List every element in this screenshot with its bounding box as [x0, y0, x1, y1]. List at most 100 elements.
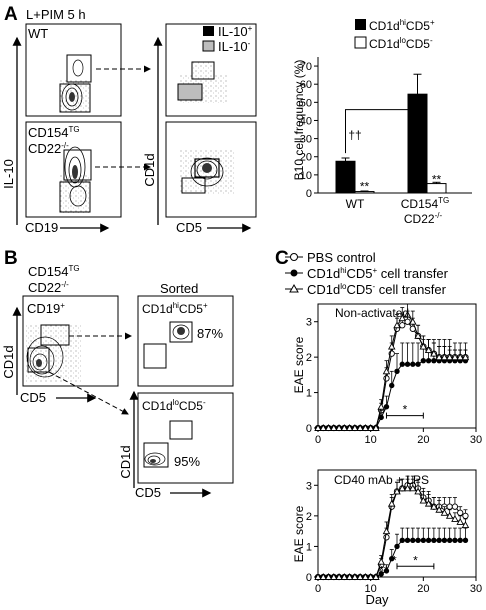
b-y-axis-label: CD1d [1, 345, 16, 378]
bar-legend-lo-swatch [354, 36, 367, 49]
point-filled-circle [410, 361, 416, 367]
point-filled-circle [457, 537, 463, 544]
x-tick-label: 20 [417, 434, 429, 446]
point-open-triangle [335, 424, 343, 431]
point-open-triangle [314, 573, 322, 580]
c-legend-lo: CD1dloCD5- cell transfer [307, 282, 447, 297]
point-open-circle [404, 318, 411, 325]
point-open-triangle [435, 505, 443, 513]
a-x-axis-label: CD19 [25, 220, 58, 235]
point-filled-circle [378, 571, 384, 577]
b-title-line1: CD154TG [28, 264, 80, 279]
y-tick-label: 3 [306, 317, 312, 329]
point-open-triangle [345, 573, 354, 580]
b-x2-axis-label: CD5 [135, 485, 161, 500]
bar-annotation-tg: ** [432, 172, 442, 186]
b-y2-axis-label: CD1d [118, 445, 133, 478]
bar-y-tick-label: 60 [300, 79, 312, 91]
legend-open-triangle-icon [289, 283, 299, 293]
point-filled-circle [383, 404, 390, 410]
point-open-triangle [409, 484, 417, 492]
point-open-triangle [366, 424, 375, 431]
point-open-circle [457, 509, 464, 516]
point-filled-circle [404, 537, 411, 544]
x-tick-label: 0 [315, 434, 321, 446]
x-tick-label: 30 [470, 583, 482, 595]
point-open-triangle [387, 499, 396, 507]
eae-top-title: Non-activated [335, 306, 409, 320]
b10-bar-chart: CD1dhiCD5+ CD1dloCD5- B10 cell frequency… [292, 18, 472, 226]
x-tick-label: 10 [365, 434, 377, 446]
point-open-triangle [351, 573, 359, 580]
point-open-triangle [393, 487, 401, 495]
b-gate-label: CD19+ [27, 301, 65, 316]
point-filled-circle [394, 368, 400, 375]
point-open-triangle [398, 484, 407, 492]
x-tick-label: 30 [470, 434, 482, 446]
point-open-triangle [456, 518, 464, 525]
legend-il10-pos-swatch [203, 26, 214, 36]
point-open-triangle [430, 349, 438, 357]
point-open-triangle [361, 424, 370, 431]
y-tick-label: 0 [306, 572, 312, 584]
point-open-triangle [387, 342, 396, 350]
point-open-circle [383, 375, 390, 382]
point-filled-circle [431, 537, 437, 544]
point-open-triangle [419, 496, 428, 504]
panel-b-letter: B [4, 248, 18, 269]
point-open-triangle [414, 487, 422, 495]
point-open-triangle [377, 557, 385, 565]
legend-open-circle-icon [290, 253, 298, 261]
point-open-triangle [356, 573, 364, 580]
point-filled-circle [462, 537, 469, 544]
sig-label: ** [379, 563, 389, 577]
point-open-circle [451, 503, 459, 510]
point-open-triangle [440, 508, 449, 516]
bar-y-tick-label: 50 [300, 97, 312, 109]
point-filled-circle [394, 543, 400, 550]
point-open-triangle [382, 527, 391, 535]
point-open-triangle [351, 424, 359, 431]
wt-dot-plot [25, 23, 122, 117]
point-open-triangle [330, 573, 338, 580]
point-filled-circle [389, 382, 395, 389]
point-filled-circle [399, 361, 405, 367]
point-open-triangle [366, 573, 375, 580]
point-open-triangle [451, 514, 459, 522]
b-sorted-label: Sorted [160, 281, 198, 296]
point-open-triangle [414, 331, 422, 339]
eae-top-ylabel: EAE score [292, 336, 306, 393]
point-open-triangle [319, 573, 328, 580]
bar [407, 93, 428, 194]
point-open-triangle [372, 424, 380, 431]
bar-y-tick-label: 70 [300, 61, 312, 73]
bar-legend-hi-swatch [355, 19, 366, 30]
bar-legend-hi: CD1dhiCD5+ [369, 18, 435, 33]
point-filled-circle [415, 537, 421, 544]
point-open-triangle [340, 573, 349, 580]
a-y-axis-label: IL-10 [1, 159, 16, 189]
point-open-triangle [393, 321, 401, 329]
bar-y-tick-label: 10 [300, 170, 312, 182]
wt-cd1d-plot [165, 23, 257, 117]
c-legend: PBS control CD1dhiCD5+ cell transfer CD1… [285, 250, 449, 297]
c-legend-hi: CD1dhiCD5+ cell transfer [307, 266, 449, 281]
legend-il10-neg-swatch [202, 40, 215, 52]
point-filled-circle [425, 357, 432, 364]
point-open-triangle [335, 573, 343, 580]
point-open-triangle [403, 310, 412, 318]
point-filled-circle [410, 537, 416, 544]
bar-y-tick-label: 20 [300, 152, 312, 164]
b-lo-pct: 95% [174, 454, 200, 469]
bar-legend-lo: CD1dloCD5- [369, 36, 433, 51]
b-title-line2: CD22-/- [28, 280, 69, 295]
b-lo-gate-label: CD1dloCD5- [142, 398, 206, 413]
y-tick-label: 0 [306, 423, 312, 435]
b-source-plot [22, 295, 119, 387]
point-filled-circle [436, 537, 442, 544]
point-open-triangle [324, 573, 333, 580]
point-open-triangle [461, 353, 470, 361]
point-open-triangle [419, 342, 428, 350]
